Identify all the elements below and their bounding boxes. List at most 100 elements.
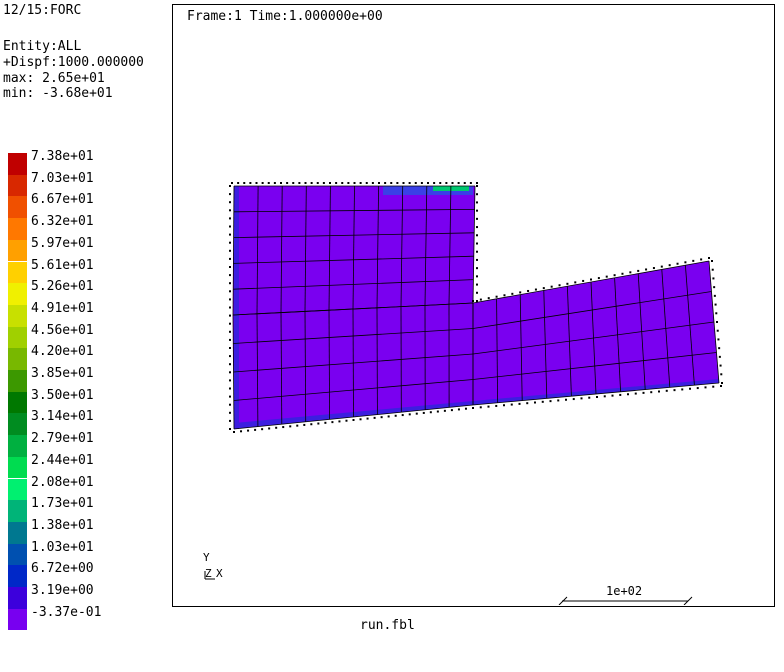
boundary-node	[229, 282, 231, 285]
boundary-node	[229, 209, 231, 212]
boundary-node	[443, 409, 446, 412]
boundary-node	[696, 387, 699, 390]
boundary-node	[665, 389, 668, 392]
boundary-node	[229, 233, 231, 236]
boundary-node	[298, 182, 301, 184]
legend-swatch	[8, 565, 27, 587]
boundary-node	[353, 182, 356, 184]
boundary-node	[476, 182, 478, 184]
boundary-node	[518, 402, 521, 405]
boundary-node	[476, 217, 478, 220]
boundary-node	[526, 402, 529, 405]
boundary-node	[472, 407, 474, 409]
boundary-node	[371, 182, 374, 184]
boundary-node	[282, 426, 285, 429]
boundary-node	[510, 403, 513, 406]
boundary-node	[445, 182, 448, 184]
boundary-node	[479, 406, 482, 409]
legend-swatch	[8, 413, 27, 436]
boundary-node	[476, 258, 478, 261]
boundary-node	[422, 411, 425, 414]
legend-swatch	[8, 304, 27, 327]
boundary-node	[534, 401, 536, 404]
boundary-node	[345, 419, 348, 422]
legend-swatch	[8, 218, 27, 240]
legend-label: 7.38e+01	[31, 149, 94, 164]
triad-y-label: Y	[203, 551, 210, 564]
boundary-node	[611, 394, 614, 397]
boundary-node	[280, 182, 282, 184]
boundary-node	[588, 396, 591, 399]
boundary-node	[673, 389, 676, 392]
legend-swatch	[8, 478, 27, 501]
boundary-node	[597, 277, 600, 280]
mesh-line	[376, 185, 379, 308]
boundary-node	[341, 182, 344, 184]
boundary-node	[338, 420, 341, 423]
boundary-node	[580, 397, 583, 400]
triad-z-label: Z	[205, 567, 212, 580]
boundary-node	[476, 193, 478, 196]
legend-label: 2.44e+01	[31, 452, 94, 468]
legend-label: 1.73e+01	[31, 496, 94, 512]
boundary-node	[619, 393, 622, 396]
boundary-node	[605, 275, 608, 278]
boundary-node	[229, 428, 231, 430]
boundary-node	[304, 182, 307, 184]
boundary-node	[721, 382, 723, 384]
job-header: 12/15:FORC	[3, 3, 82, 18]
legend-swatch	[8, 521, 27, 544]
boundary-node	[275, 426, 278, 429]
legend-label: 2.08e+01	[31, 474, 94, 490]
mesh-line	[233, 379, 474, 401]
legend-label: 3.14e+01	[31, 409, 94, 425]
graphics-viewport[interactable]: Frame:1 Time:1.000000e+00 Y Z X 1e+02	[172, 4, 775, 607]
boundary-node	[503, 404, 505, 407]
boundary-node	[249, 182, 252, 184]
legend-swatch	[8, 239, 27, 262]
boundary-node	[613, 274, 616, 277]
boundary-node	[621, 272, 624, 275]
boundary-node	[463, 182, 466, 184]
boundary-node	[229, 241, 231, 244]
boundary-node	[233, 431, 235, 433]
boundary-node	[487, 405, 490, 408]
boundary-node	[229, 363, 231, 366]
boundary-node	[476, 234, 478, 237]
boundary-node	[511, 292, 514, 295]
mesh-line	[233, 404, 474, 430]
scale-bar: 1e+02	[558, 584, 693, 605]
legend-label: 6.67e+01	[31, 192, 94, 208]
boundary-node	[229, 379, 231, 382]
boundary-node	[718, 355, 721, 358]
legend-swatch	[8, 153, 27, 175]
boundary-node	[527, 289, 530, 292]
boundary-node	[476, 275, 478, 278]
boundary-node	[716, 321, 718, 323]
legend-swatch	[8, 543, 27, 566]
boundary-node	[450, 409, 453, 412]
legend-swatch	[8, 391, 27, 414]
boundary-node	[415, 412, 418, 415]
boundary-node	[401, 414, 404, 417]
boundary-node	[310, 182, 313, 184]
boundary-node	[711, 260, 713, 262]
boundary-node	[476, 185, 478, 187]
boundary-node	[247, 429, 250, 432]
boundary-node	[347, 182, 350, 184]
boundary-node	[359, 182, 362, 184]
legend-swatch	[8, 174, 27, 197]
boundary-node	[566, 282, 569, 285]
mesh-line	[472, 352, 717, 380]
boundary-node	[519, 291, 522, 294]
boundary-node	[322, 182, 325, 184]
boundary-node	[645, 268, 648, 271]
legend-label: 4.56e+01	[31, 322, 94, 338]
boundary-node	[255, 182, 258, 184]
boundary-node	[229, 330, 231, 333]
boundary-node	[229, 395, 231, 398]
boundary-node	[229, 249, 231, 252]
mesh-line	[352, 185, 355, 310]
boundary-node	[414, 182, 417, 184]
boundary-node	[420, 182, 423, 184]
